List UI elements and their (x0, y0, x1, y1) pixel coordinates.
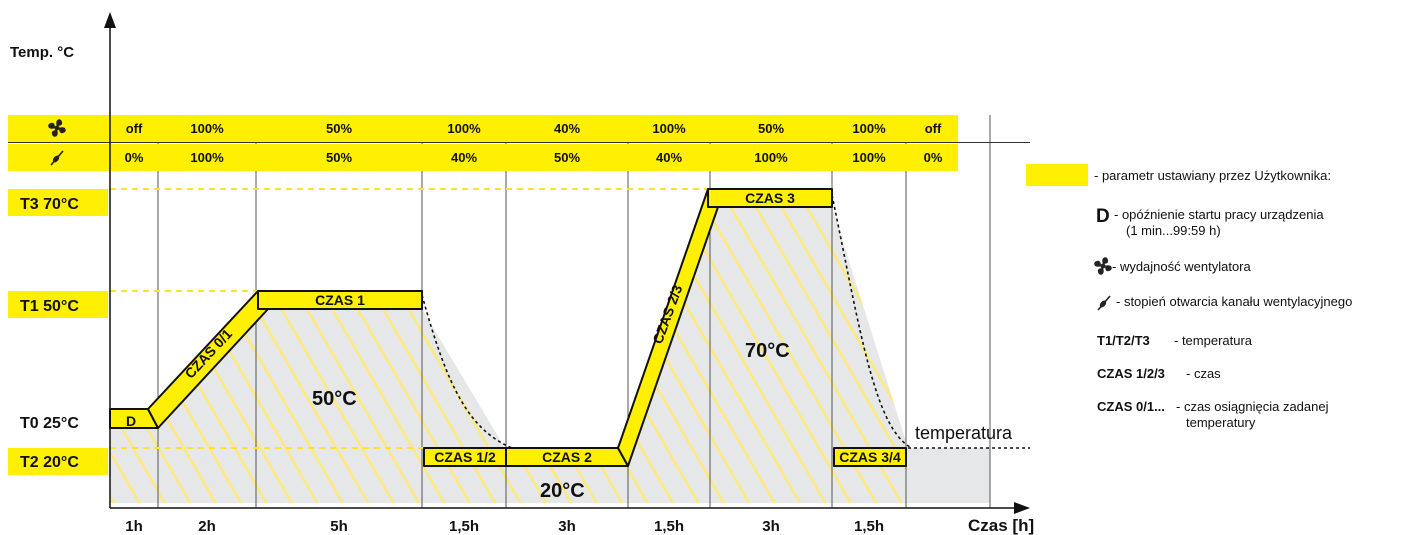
curve-label: temperatura (915, 423, 1013, 443)
fan-icon (1094, 257, 1112, 275)
fan-value: 50% (326, 121, 352, 136)
damper-icon (1097, 295, 1111, 311)
legend-czas0-line1: - czas osiągnięcia zadanej (1176, 399, 1329, 414)
legend-t-key: T1/T2/T3 (1097, 333, 1150, 348)
duration-label: 1,5h (654, 518, 684, 535)
duration-label: 3h (558, 518, 576, 535)
fan-value: off (126, 121, 143, 136)
damper-row-bg (8, 144, 958, 171)
damper-value: 100% (190, 150, 224, 165)
t1-label-bg (8, 291, 108, 318)
legend-czas-key: CZAS 1/2/3 (1097, 366, 1165, 381)
process-area-tail (908, 448, 990, 503)
fan-value: 50% (758, 121, 784, 136)
duration-label: 1,5h (449, 518, 479, 535)
damper-icon (50, 150, 64, 166)
region-temp-70: 70°C (745, 340, 790, 362)
process-area-hatched (110, 207, 908, 503)
legend-t-text: - temperatura (1174, 333, 1253, 348)
t3-label-bg (8, 189, 108, 216)
fan-value: off (925, 121, 942, 136)
x-axis-title: Czas [h] (968, 516, 1034, 535)
reference-lines (110, 188, 716, 449)
fan-icon (48, 119, 66, 137)
legend-d-line2: (1 min...99:59 h) (1126, 223, 1221, 238)
damper-value: 50% (554, 150, 580, 165)
region-temp-20: 20°C (540, 480, 585, 502)
legend: - parametr ustawiany przez Użytkownika: … (1026, 164, 1352, 430)
segment-czas2-label: CZAS 2 (542, 449, 592, 465)
segment-czas1-label: CZAS 1 (315, 292, 365, 308)
fan-row-values: off 100% 50% 100% 40% 100% 50% 100% off (126, 121, 942, 136)
legend-user-param-swatch (1026, 164, 1088, 186)
segment-d-label: D (126, 413, 136, 429)
legend-czas-text: - czas (1186, 366, 1221, 381)
fan-value: 40% (554, 121, 580, 136)
damper-value: 40% (451, 150, 477, 165)
duration-labels: 1h 2h 5h 1,5h 3h 1,5h 3h 1,5h (125, 518, 884, 535)
legend-fan-text: - wydajność wentylatora (1112, 259, 1251, 274)
segment-czas3-label: CZAS 3 (745, 190, 795, 206)
fan-row-bg (8, 115, 958, 142)
duration-label: 5h (330, 518, 348, 535)
t2-label: T2 20°C (20, 454, 79, 471)
duration-label: 2h (198, 518, 216, 535)
legend-czas0-key: CZAS 0/1... (1097, 399, 1165, 414)
fan-value: 100% (852, 121, 886, 136)
legend-damper-text: - stopień otwarcia kanału wentylacyjnego (1116, 294, 1352, 309)
segment-czas34 (833, 447, 907, 467)
t3-label: T3 70°C (20, 196, 79, 213)
legend-d-symbol: D (1096, 206, 1110, 227)
damper-value: 100% (754, 150, 788, 165)
t0-label: T0 25°C (20, 415, 79, 432)
segment-czas1 (257, 290, 423, 310)
legend-user-param: - parametr ustawiany przez Użytkownika: (1094, 168, 1331, 183)
y-axis-title: Temp. °C (10, 44, 74, 61)
damper-value: 0% (125, 150, 144, 165)
fan-value: 100% (652, 121, 686, 136)
fan-value: 100% (447, 121, 481, 136)
segment-czas12-label: CZAS 1/2 (434, 449, 496, 465)
damper-value: 40% (656, 150, 682, 165)
cooling-curves (421, 194, 1030, 449)
duration-label: 1,5h (854, 518, 884, 535)
duration-label: 1h (125, 518, 143, 535)
fan-value: 100% (190, 121, 224, 136)
t2-label-bg (8, 448, 108, 475)
column-dividers (157, 115, 991, 508)
legend-d-line1: - opóźnienie startu pracy urządzenia (1114, 207, 1324, 222)
region-temp-50: 50°C (312, 388, 357, 410)
damper-value: 0% (924, 150, 943, 165)
program-segments (109, 188, 907, 467)
t1-label: T1 50°C (20, 298, 79, 315)
damper-value: 100% (852, 150, 886, 165)
duration-label: 3h (762, 518, 780, 535)
legend-czas0-line2: temperatury (1186, 415, 1256, 430)
segment-czas3 (707, 188, 833, 208)
damper-value: 50% (326, 150, 352, 165)
segment-czas34-label: CZAS 3/4 (839, 449, 901, 465)
damper-row-values: 0% 100% 50% 40% 50% 40% 100% 100% 0% (125, 150, 943, 165)
